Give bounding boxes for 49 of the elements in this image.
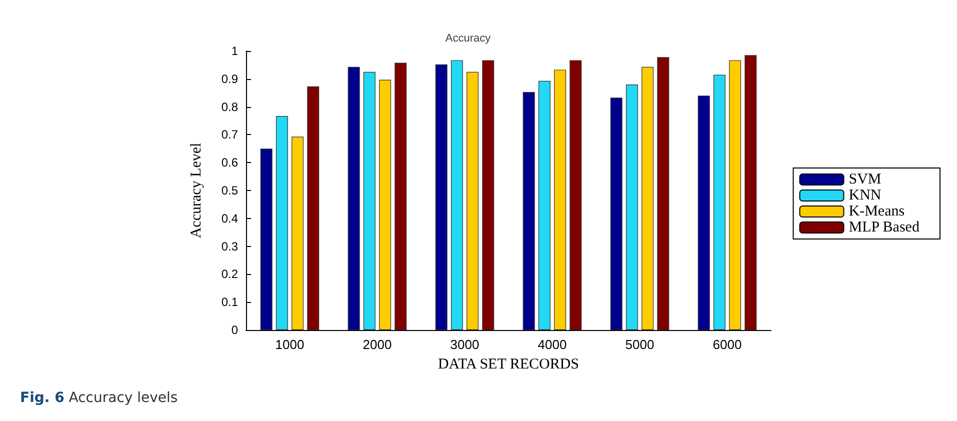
legend-label: MLP Based bbox=[848, 220, 920, 236]
x-axis-title: DATA SET RECORDS bbox=[438, 356, 580, 372]
bar bbox=[642, 66, 654, 330]
legend-label: KNN bbox=[848, 188, 882, 204]
bar bbox=[276, 116, 288, 330]
bar bbox=[482, 60, 494, 330]
y-tick-label: 0 bbox=[231, 323, 238, 337]
x-tick-label: 3000 bbox=[450, 337, 480, 352]
caption: Fig. 6 Accuracy levels bbox=[20, 390, 178, 406]
bar bbox=[657, 57, 670, 330]
bar bbox=[260, 148, 272, 330]
x-tick-label: 6000 bbox=[712, 337, 742, 352]
bar bbox=[348, 66, 360, 330]
bar bbox=[292, 136, 304, 330]
bar bbox=[713, 74, 726, 330]
y-tick-label: 0.3 bbox=[221, 239, 238, 254]
bar bbox=[729, 60, 742, 330]
bar bbox=[435, 64, 448, 330]
legend-label: K-Means bbox=[848, 204, 905, 220]
bar bbox=[698, 96, 710, 330]
y-tick-label: 0.4 bbox=[221, 211, 238, 226]
legend-label: SVM bbox=[848, 172, 882, 188]
bar bbox=[538, 80, 550, 330]
x-tick-label: 2000 bbox=[362, 337, 392, 352]
bar bbox=[379, 80, 392, 330]
bar bbox=[522, 92, 535, 330]
bar bbox=[626, 84, 638, 330]
chart-title: Accuracy bbox=[445, 32, 492, 44]
y-tick-label: 0.1 bbox=[221, 295, 238, 310]
y-tick-label: 0.5 bbox=[221, 184, 238, 198]
y-tick-label: 0.6 bbox=[221, 156, 238, 170]
bar bbox=[307, 86, 320, 330]
bar bbox=[450, 60, 463, 330]
y-tick-label: 1 bbox=[231, 44, 238, 58]
bar bbox=[570, 60, 582, 330]
bar bbox=[554, 70, 566, 330]
bar bbox=[363, 72, 376, 330]
x-tick-label: 4000 bbox=[538, 337, 567, 352]
y-tick-label: 0.2 bbox=[221, 267, 238, 282]
x-tick-label: 5000 bbox=[625, 337, 654, 352]
y-tick-label: 0.7 bbox=[221, 128, 238, 142]
bar bbox=[744, 55, 757, 330]
bar bbox=[610, 98, 622, 330]
x-tick-label: 1000 bbox=[275, 337, 304, 352]
y-axis-title: Accuracy Level bbox=[188, 142, 204, 238]
bar bbox=[466, 72, 479, 330]
bar bbox=[394, 62, 407, 330]
y-tick-label: 0.9 bbox=[221, 72, 238, 86]
y-tick-label: 0.8 bbox=[221, 100, 238, 114]
